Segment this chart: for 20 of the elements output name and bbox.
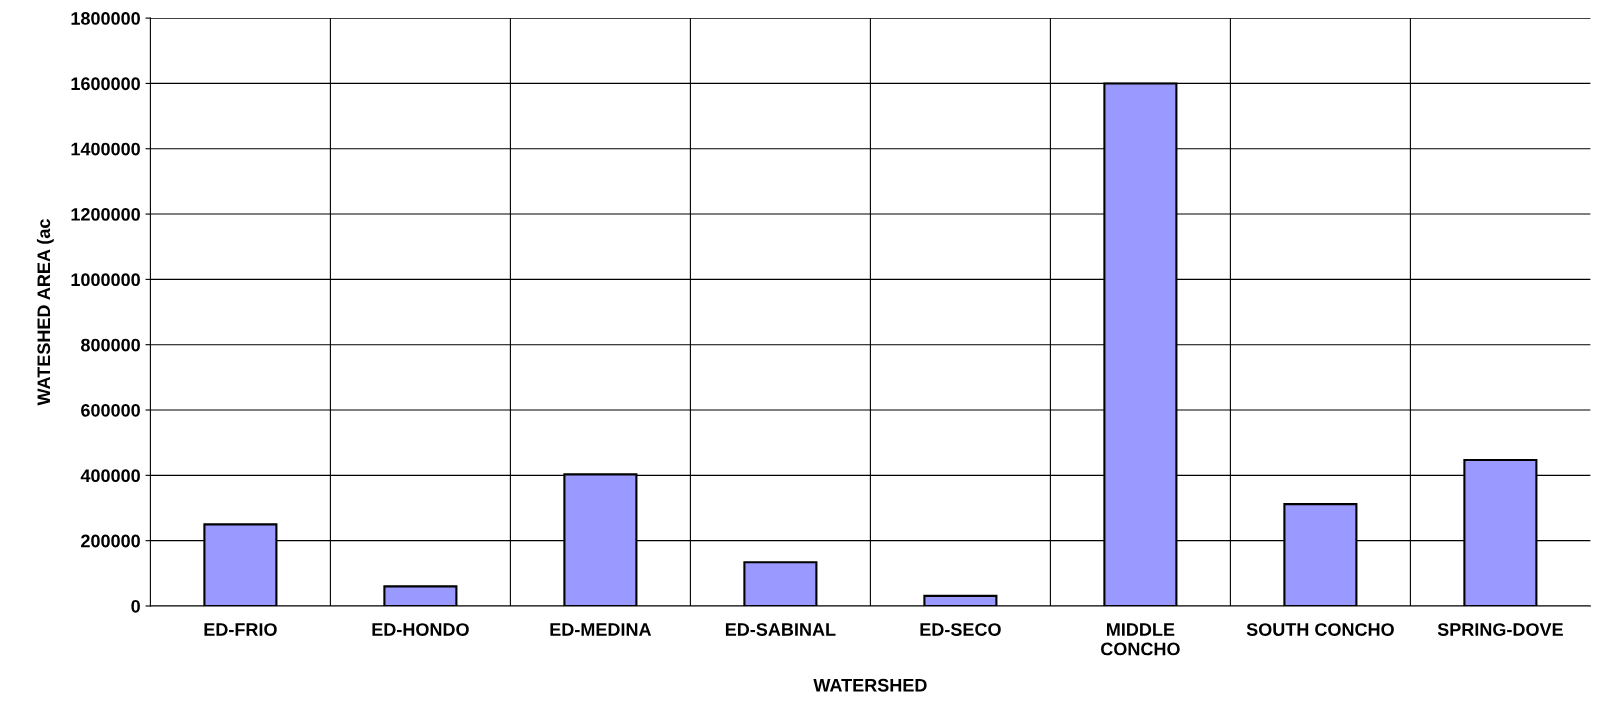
y-tick-label: 400000: [80, 469, 140, 483]
x-tick-label: ED-FRIO: [204, 623, 277, 636]
x-tick-label: ED-SABINAL: [725, 623, 836, 636]
x-tick-label: MIDDLE CONCHO: [1101, 623, 1180, 656]
x-axis-title: WATERSHED: [813, 678, 927, 692]
y-tick-label: 1800000: [71, 12, 140, 25]
x-tick-label: ED-MEDINA: [550, 623, 652, 636]
y-tick-label: 1000000: [71, 273, 140, 287]
x-tick-label: SOUTH CONCHO: [1246, 623, 1394, 636]
x-tick-label: SPRING-DOVE: [1437, 623, 1563, 636]
y-tick-label: 600000: [81, 403, 140, 417]
y-tick-label: 200000: [81, 534, 140, 548]
x-tick-label: ED-SECO: [920, 623, 1001, 636]
y-axis-title: WATESHED AREA (ac: [36, 219, 54, 406]
y-tick-label: 1400000: [71, 142, 140, 156]
x-tick-label: ED-HONDO: [372, 623, 469, 636]
y-tick-label: 800000: [81, 338, 140, 352]
y-tick-label: 0: [131, 599, 140, 613]
y-tick-label: 1200000: [71, 208, 140, 221]
y-tick-label: 1600000: [71, 77, 140, 91]
